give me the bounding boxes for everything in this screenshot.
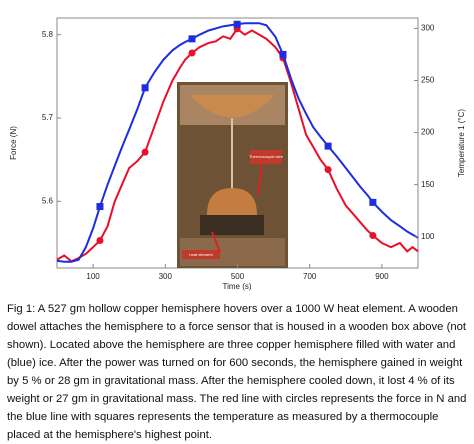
photo-label: Thermocouple wire (249, 154, 284, 159)
label-box (182, 250, 220, 259)
caption: Fig 1: A 527 gm hollow copper hemisphere… (7, 303, 467, 441)
y2-tick-label: 150 (421, 180, 435, 189)
x-axis-label: Time (s) (222, 282, 251, 291)
hemisphere (207, 188, 257, 215)
y-tick-label: 5.8 (42, 30, 54, 39)
heater (200, 215, 264, 235)
x-tick-label: 100 (86, 272, 100, 281)
hemisphere-top (190, 95, 275, 118)
marker (324, 166, 332, 174)
y2-tick-label: 100 (421, 232, 435, 241)
photo-label: heat element (189, 252, 213, 257)
marker (324, 142, 332, 150)
y-tick-label: 5.7 (42, 113, 54, 122)
x-tick-label: 500 (231, 272, 245, 281)
arrow (211, 231, 221, 253)
page: Thermocouple wire heat element Time (s) … (7, 17, 467, 441)
marker (188, 49, 196, 57)
y2-axis-label: Temperature 1 (°C) (457, 109, 466, 177)
photo: Thermocouple wire heat element (177, 82, 288, 268)
arrow (257, 163, 263, 196)
marker (233, 20, 241, 28)
y2-tick-label: 250 (421, 76, 435, 85)
x-tick-label: 300 (159, 272, 173, 281)
marker (188, 35, 196, 43)
chart: Thermocouple wire heat element Time (s) … (9, 17, 466, 291)
y-axis-label: Force (N) (9, 126, 18, 160)
marker (141, 148, 149, 156)
marker (369, 232, 377, 239)
marker (369, 198, 377, 206)
label-box (250, 150, 282, 164)
y-tick-label: 5.6 (42, 196, 54, 205)
marker (96, 237, 104, 244)
x-tick-label: 700 (303, 272, 317, 281)
y2-tick-label: 200 (421, 128, 435, 137)
marker (96, 203, 104, 211)
marker (279, 50, 287, 58)
marker (141, 84, 149, 92)
x-tick-label: 900 (375, 272, 389, 281)
y2-tick-label: 300 (421, 24, 435, 33)
